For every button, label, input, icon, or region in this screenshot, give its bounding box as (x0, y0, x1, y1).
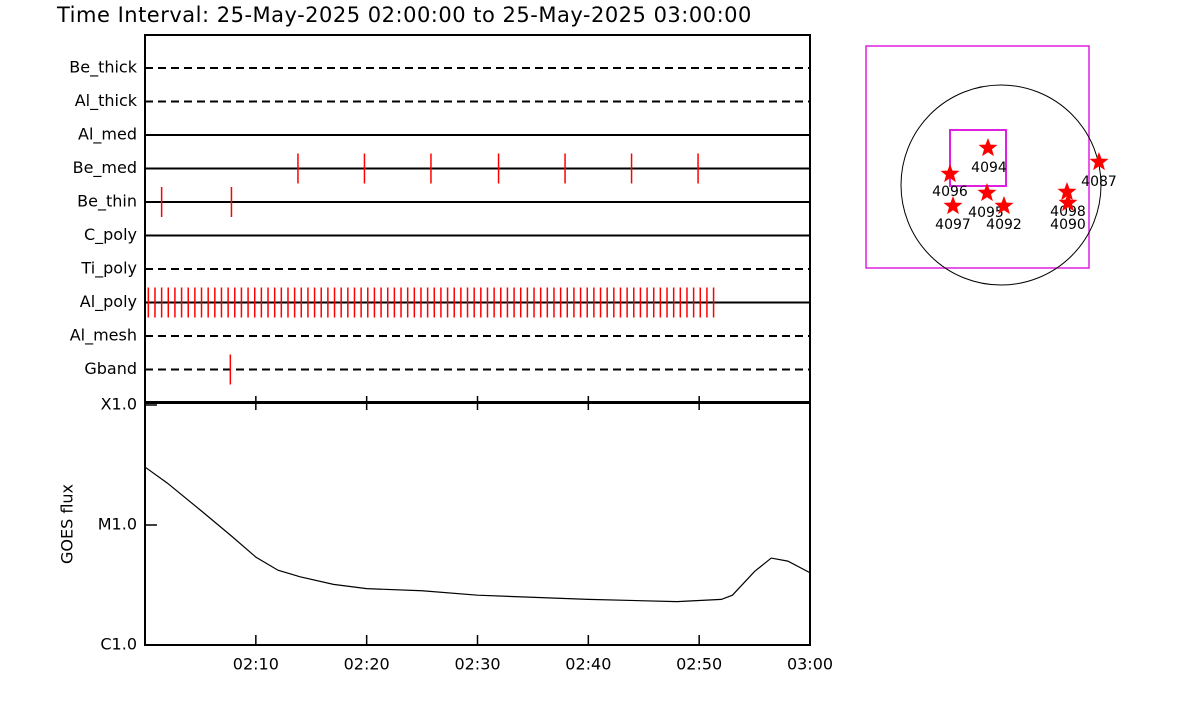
region-label: 4096 (932, 184, 968, 200)
filter-label: Gband (84, 359, 137, 378)
goes-frame (144, 402, 811, 646)
filter-label: Al_mesh (70, 326, 137, 346)
filter-label: Al_med (78, 125, 137, 145)
region-star (994, 196, 1014, 215)
y-tick-label: X1.0 (101, 395, 137, 414)
y-axis-label: GOES flux (58, 484, 77, 564)
region-star (1089, 152, 1109, 171)
region-star (940, 164, 960, 183)
region-star (1057, 182, 1077, 201)
y-tick-label: M1.0 (98, 515, 137, 534)
x-tick-label: 02:20 (344, 655, 390, 674)
x-tick-label: 02:40 (565, 655, 611, 674)
region-star (1058, 193, 1078, 212)
filter-label: Ti_poly (80, 259, 137, 279)
field-of-view (865, 45, 1090, 269)
region-label: 4092 (986, 217, 1022, 233)
region-label: 4098 (1050, 204, 1086, 220)
filter-label: C_poly (84, 225, 137, 245)
filter-label: Be_thin (77, 192, 137, 212)
goes-curve (144, 466, 811, 603)
target-box (949, 129, 1007, 187)
x-tick-label: 02:50 (676, 655, 722, 674)
region-label: 4097 (935, 217, 971, 233)
timeline-frame (144, 34, 811, 403)
region-label: 4090 (1050, 217, 1086, 233)
region-star (943, 196, 963, 215)
x-tick-label: 02:30 (454, 655, 500, 674)
region-star (977, 183, 997, 202)
filter-label: Be_med (73, 158, 137, 178)
x-tick-label: 03:00 (787, 655, 833, 674)
region-label: 4094 (971, 160, 1007, 176)
filter-label: Al_thick (75, 91, 138, 111)
x-tick-label: 02:10 (233, 655, 279, 674)
title: Time Interval: 25-May-2025 02:00:00 to 2… (56, 3, 752, 27)
region-label: 4095 (968, 205, 1004, 221)
filter-label: Be_thick (69, 58, 137, 78)
solar-disk (900, 84, 1102, 286)
y-tick-label: C1.0 (100, 635, 137, 654)
filter-label: Al_poly (80, 292, 137, 312)
region-label: 4087 (1081, 174, 1117, 190)
region-star (978, 138, 998, 157)
